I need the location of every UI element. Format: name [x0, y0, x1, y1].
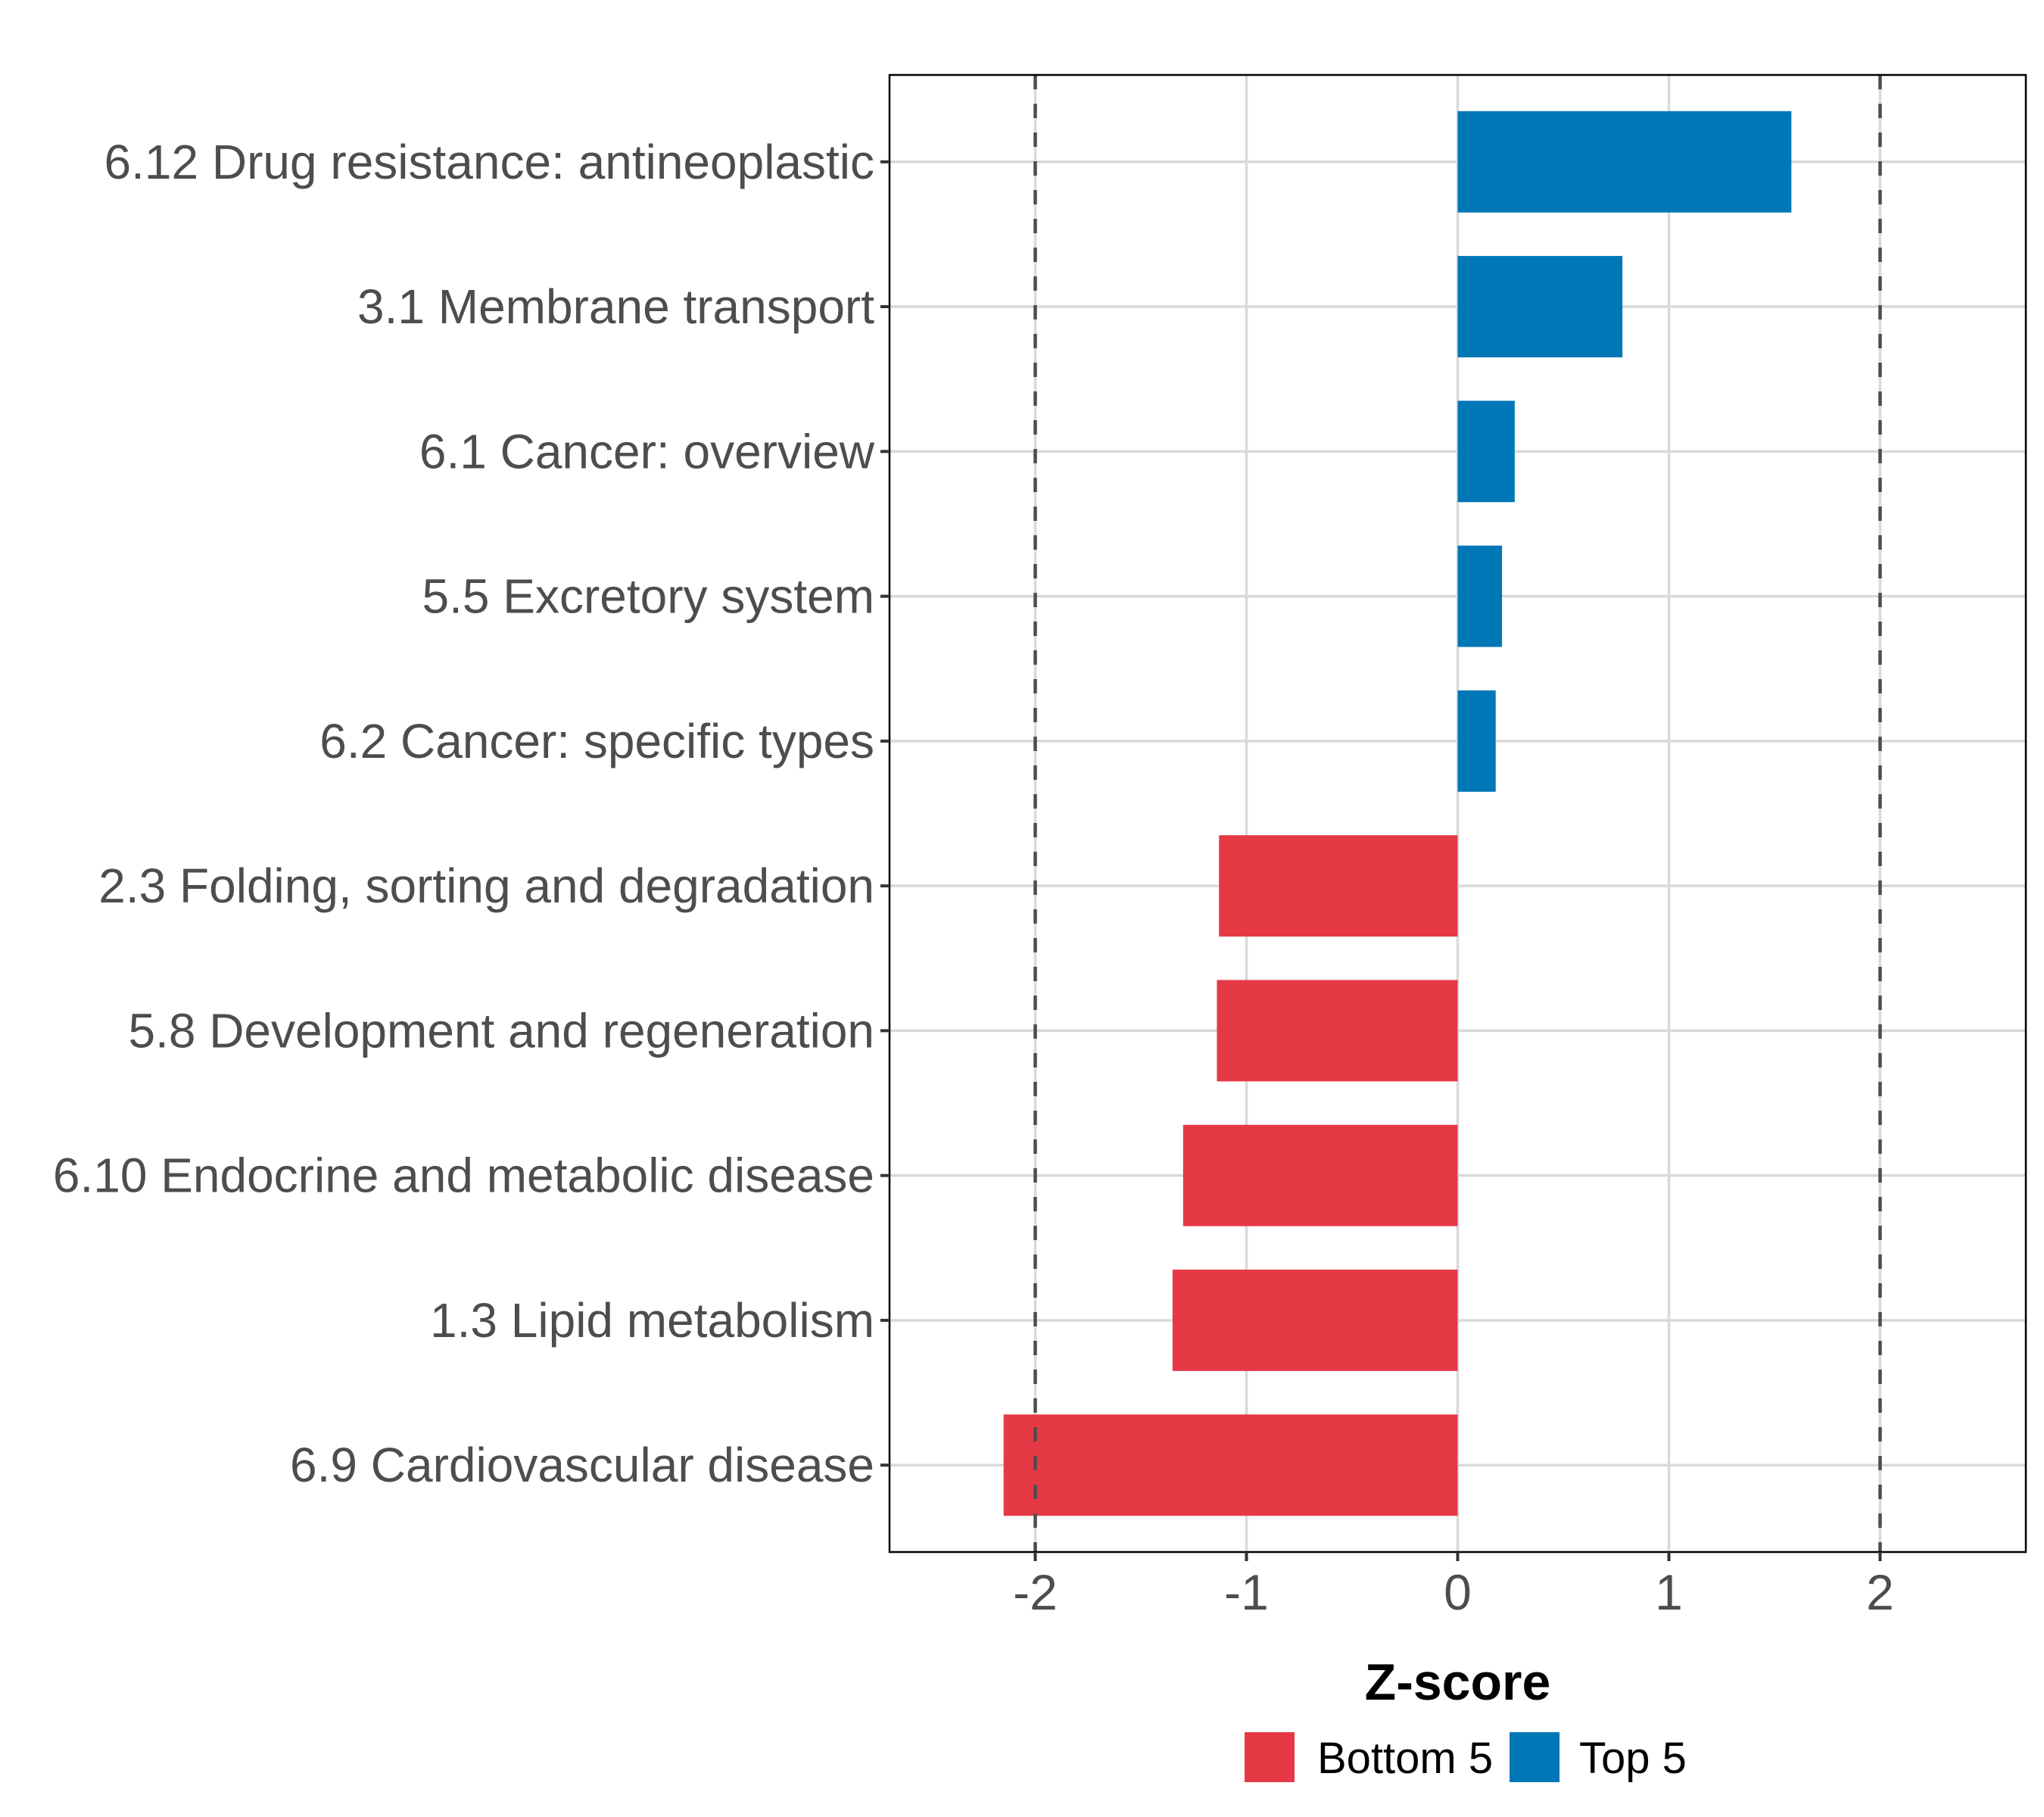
y-tick-label: 2.3 Folding, sorting and degradation — [98, 859, 874, 913]
y-tick-label: 3.1 Membrane transport — [357, 279, 874, 334]
legend-key-bottom-5 — [1245, 1732, 1295, 1782]
legend: Bottom 5 Top 5 — [1245, 1732, 1687, 1783]
y-tick-label: 6.12 Drug resistance: antineoplastic — [104, 135, 874, 189]
x-axis: -2 -1 0 1 2 — [1013, 1552, 1894, 1620]
y-tick-label: 5.5 Excretory system — [422, 569, 875, 624]
bar-bottom-9 — [1172, 1270, 1458, 1371]
x-tick-label: -2 — [1013, 1564, 1058, 1620]
bar-top-2 — [1457, 256, 1623, 357]
x-tick-label: 1 — [1655, 1564, 1683, 1620]
bars — [1003, 111, 1792, 1516]
bar-top-4 — [1457, 545, 1503, 647]
legend-key-top-5 — [1510, 1732, 1559, 1782]
x-tick-label: 0 — [1444, 1564, 1472, 1620]
y-tick-label: 6.10 Endocrine and metabolic disease — [53, 1148, 874, 1203]
y-tick-label: 6.2 Cancer: specific types — [319, 714, 874, 768]
bar-bottom-6 — [1219, 835, 1458, 937]
bar-bottom-7 — [1217, 980, 1458, 1082]
y-axis: 6.12 Drug resistance: antineoplastic 3.1 … — [53, 135, 890, 1492]
bar-top-1 — [1457, 111, 1792, 213]
x-tick-label: -1 — [1224, 1564, 1269, 1620]
x-axis-title: Z-score — [1365, 1653, 1551, 1711]
legend-label-top-5: Top 5 — [1579, 1734, 1687, 1783]
bar-bottom-8 — [1182, 1124, 1458, 1226]
bar-bottom-10 — [1003, 1414, 1458, 1516]
bar-top-3 — [1457, 400, 1515, 503]
y-tick-label: 6.1 Cancer: overview — [419, 424, 875, 478]
bar-top-5 — [1457, 690, 1496, 792]
x-tick-label: 2 — [1866, 1564, 1894, 1620]
legend-label-bottom-5: Bottom 5 — [1317, 1734, 1493, 1783]
y-tick-label: 1.3 Lipid metabolism — [430, 1293, 874, 1348]
y-tick-label: 6.9 Cardiovascular disease — [290, 1438, 874, 1492]
y-tick-label: 5.8 Development and regeneration — [128, 1003, 874, 1058]
